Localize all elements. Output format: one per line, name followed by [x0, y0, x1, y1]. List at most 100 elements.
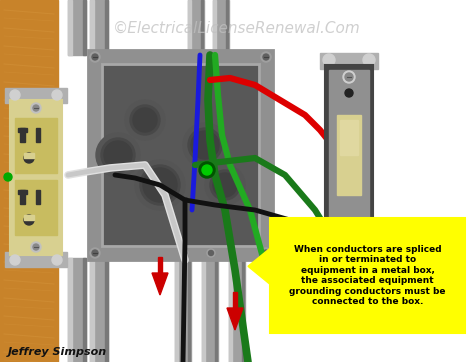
Bar — [18, 128, 27, 132]
Circle shape — [263, 54, 269, 60]
Circle shape — [183, 123, 227, 167]
Circle shape — [210, 170, 240, 200]
Circle shape — [345, 73, 353, 81]
Bar — [242, 258, 244, 362]
Circle shape — [140, 165, 180, 205]
Bar — [175, 258, 191, 362]
Circle shape — [101, 138, 135, 172]
Circle shape — [202, 165, 212, 175]
Circle shape — [191, 131, 219, 159]
Bar — [24, 215, 34, 220]
Circle shape — [24, 153, 34, 163]
Text: ©ElectricalLicenseRenewal.Com: ©ElectricalLicenseRenewal.Com — [113, 21, 361, 35]
Bar — [213, 0, 229, 55]
Circle shape — [90, 248, 100, 258]
Polygon shape — [227, 308, 243, 330]
Circle shape — [104, 141, 132, 169]
Circle shape — [213, 173, 237, 197]
Bar — [36, 190, 40, 204]
Bar — [102, 64, 259, 246]
Bar — [337, 115, 361, 195]
Text: Jeffrey Simpson: Jeffrey Simpson — [8, 347, 107, 357]
Bar — [188, 0, 191, 55]
Bar — [226, 0, 228, 55]
Circle shape — [343, 71, 355, 83]
Circle shape — [323, 54, 335, 66]
Polygon shape — [248, 248, 270, 284]
Circle shape — [261, 52, 271, 62]
Circle shape — [92, 54, 98, 60]
Bar — [68, 0, 72, 55]
Circle shape — [52, 90, 62, 100]
Circle shape — [133, 108, 157, 132]
Bar — [202, 258, 205, 362]
Bar — [325, 65, 373, 250]
Bar — [175, 258, 178, 362]
Circle shape — [31, 103, 41, 113]
Circle shape — [372, 226, 380, 234]
Bar — [105, 258, 108, 362]
Bar — [229, 258, 232, 362]
Circle shape — [188, 128, 222, 162]
Circle shape — [180, 249, 188, 257]
Circle shape — [345, 89, 353, 97]
Circle shape — [199, 162, 215, 178]
Bar — [88, 50, 273, 260]
Circle shape — [209, 251, 213, 256]
Bar — [90, 258, 108, 362]
Bar — [320, 246, 378, 262]
Circle shape — [31, 242, 41, 252]
Bar — [233, 292, 237, 310]
Circle shape — [182, 251, 186, 256]
Bar — [105, 0, 108, 55]
Circle shape — [363, 54, 375, 66]
Bar — [340, 120, 358, 155]
Bar — [20, 190, 25, 204]
Bar — [90, 258, 94, 362]
Bar — [24, 153, 34, 158]
Bar — [20, 128, 25, 142]
Circle shape — [33, 244, 39, 250]
Bar — [18, 190, 27, 194]
Text: When conductors are spliced
in or terminated to
equipment in a metal box,
the as: When conductors are spliced in or termin… — [289, 245, 446, 306]
Bar — [270, 218, 465, 333]
Bar — [215, 258, 217, 362]
Bar — [102, 64, 259, 246]
Bar — [90, 0, 94, 55]
Bar — [5, 88, 67, 103]
Bar — [213, 0, 216, 55]
Bar — [10, 100, 62, 255]
Circle shape — [96, 133, 140, 177]
Circle shape — [207, 249, 215, 257]
Circle shape — [52, 255, 62, 265]
Bar — [83, 0, 86, 55]
Bar — [158, 257, 162, 275]
Circle shape — [33, 105, 39, 111]
Circle shape — [261, 248, 271, 258]
Circle shape — [343, 232, 355, 244]
Circle shape — [90, 52, 100, 62]
Bar — [0, 0, 58, 362]
Circle shape — [24, 215, 34, 225]
Bar — [188, 0, 204, 55]
Bar — [229, 258, 245, 362]
Circle shape — [345, 234, 353, 242]
Circle shape — [323, 249, 335, 261]
Bar — [90, 0, 108, 55]
Bar — [15, 118, 57, 173]
Bar — [36, 128, 40, 142]
Bar — [202, 258, 218, 362]
Circle shape — [92, 250, 98, 256]
Bar — [83, 258, 86, 362]
Circle shape — [263, 250, 269, 256]
Polygon shape — [152, 273, 168, 295]
Bar — [68, 258, 86, 362]
Circle shape — [10, 90, 20, 100]
Circle shape — [135, 160, 185, 210]
Bar — [201, 0, 203, 55]
Circle shape — [10, 255, 20, 265]
Circle shape — [363, 249, 375, 261]
Bar — [15, 180, 57, 235]
Circle shape — [4, 173, 12, 181]
Bar — [5, 252, 67, 267]
